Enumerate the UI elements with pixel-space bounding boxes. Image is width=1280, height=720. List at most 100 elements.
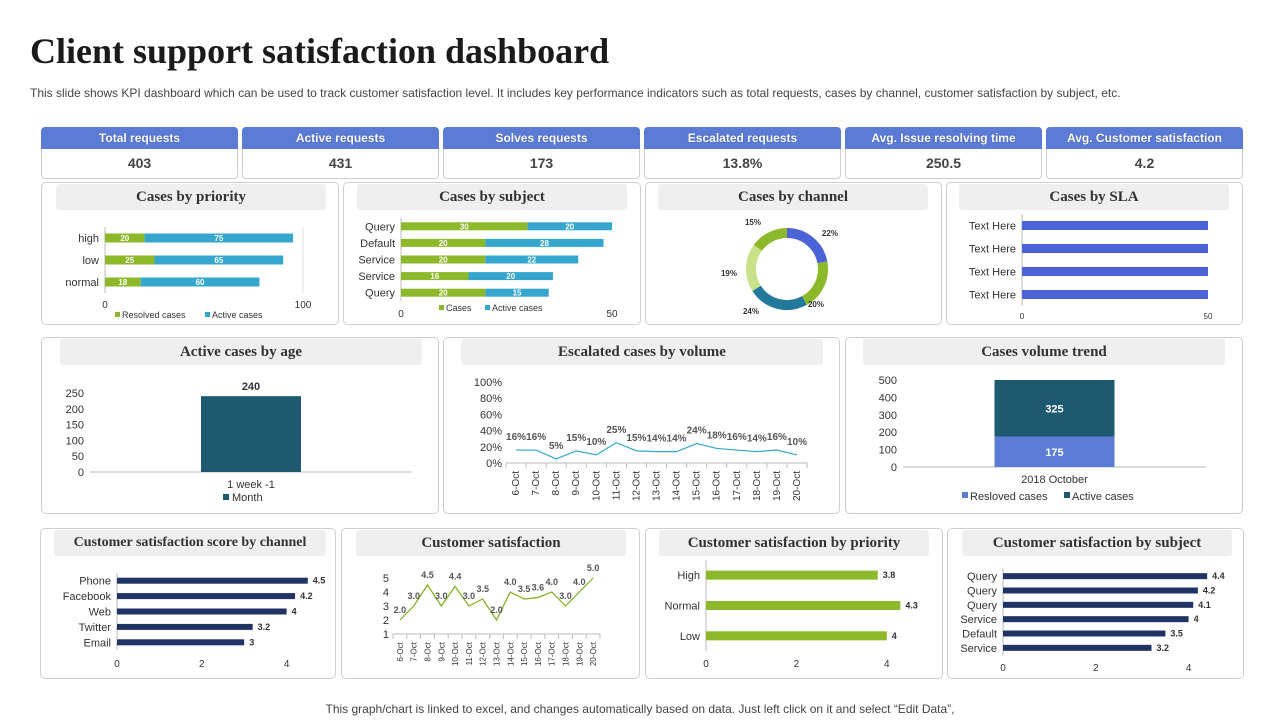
data-label: 4: [892, 631, 897, 641]
chart-cases-by-sla: Text Here Text Here Text Here Text Here 0 50: [969, 214, 1213, 321]
category-label: Query: [365, 221, 395, 233]
kpi-label: Total requests: [41, 127, 238, 149]
y-tick-label: 5: [383, 573, 389, 585]
bar: [144, 233, 294, 243]
chart-satisfaction-by-subject: Query 4.4 Query 4.2 Query 4.1 Service 4 Default 3…: [960, 569, 1225, 674]
y-tick-label: 20%: [480, 442, 502, 454]
chart-escalated-cases-by-volume: 100% 80% 60% 40% 20% 0% 16% 6-Oct 16% 7-Oct 5% 8-Oc…: [474, 377, 808, 501]
y-tick-label: 0: [891, 462, 897, 474]
category-label: Service: [960, 614, 997, 626]
data-label: 3.0: [407, 591, 420, 601]
data-label: 25%: [606, 425, 626, 436]
kpi-avg-satisfaction: Avg. Customer satisfaction 4.2: [1046, 127, 1243, 179]
data-label: 25: [125, 256, 134, 265]
bar: [154, 255, 284, 265]
data-label: 4.1: [1198, 600, 1211, 610]
bar: [485, 255, 579, 264]
y-tick-label: 2: [383, 615, 389, 627]
category-label: Text Here: [969, 290, 1016, 302]
bar: [1022, 221, 1208, 230]
data-label: 4.5: [313, 576, 326, 586]
panel-active-cases-by-age: Active cases by age 250 200 150 100 50 0 240 1 …: [41, 337, 439, 514]
chart-title: Customer satisfaction: [356, 530, 626, 556]
category-label: Text Here: [969, 267, 1016, 279]
kpi-value: 13.8%: [644, 149, 841, 179]
panel-cases-by-sla: Cases by SLA Text Here Text Here Text Here…: [946, 182, 1243, 325]
chart-cases-volume-trend: 500 400 300 200 100 0 175 325 2018 October Reslov…: [879, 375, 1206, 503]
category-label: Query: [967, 571, 997, 583]
x-tick-label: 6-Oct: [511, 471, 522, 496]
y-tick-label: 3: [383, 601, 389, 613]
bar: [527, 222, 612, 231]
data-label: 240: [242, 381, 260, 393]
y-tick-label: 4: [383, 587, 389, 599]
data-label: 20: [565, 222, 574, 231]
data-label: 16%: [526, 432, 546, 443]
x-tick-label: 11-Oct: [611, 471, 622, 500]
footer-note: This graph/chart is linked to excel, and…: [325, 702, 955, 716]
x-tick-label: 15-Oct: [520, 641, 529, 666]
x-tick-label: 17-Oct: [548, 641, 557, 666]
kpi-value: 431: [242, 149, 439, 179]
legend-label: Month: [232, 492, 263, 504]
x-tick-label: 2: [794, 659, 800, 670]
bar: [1003, 630, 1166, 637]
data-label: 22: [527, 256, 536, 265]
x-tick-label: 6-Oct: [396, 641, 405, 661]
category-label: Service: [358, 255, 395, 267]
data-label: 30: [460, 222, 469, 231]
data-label: 4.3: [905, 601, 918, 611]
kpi-avg-resolving-time: Avg. Issue resolving time 250.5: [845, 127, 1042, 179]
category-label: Service: [358, 271, 395, 283]
y-tick-label: 200: [879, 427, 897, 439]
y-tick-label: 100%: [474, 377, 502, 389]
bar: [140, 277, 260, 287]
bar: [401, 222, 528, 231]
chart-cases-by-subject: Query 30 20 Default 20 28 Service 20 22 Service 16…: [358, 218, 618, 320]
x-tick-label: 0: [114, 659, 120, 670]
category-label: Low: [680, 631, 700, 643]
category-label: Default: [962, 629, 997, 641]
data-label: 2.0: [490, 605, 503, 615]
bar: [105, 255, 155, 265]
legend-swatch: [485, 305, 490, 310]
x-tick-label: 1 week -1: [227, 479, 275, 491]
bar: [485, 238, 604, 247]
category-label: Normal: [665, 601, 700, 613]
data-label: 5%: [549, 441, 564, 452]
bar: [468, 272, 553, 281]
bar: [401, 288, 486, 297]
chart-cases-by-channel: 22% 20% 24% 19% 15%: [721, 218, 838, 316]
data-label: 10%: [787, 437, 807, 448]
data-label: 4.5: [421, 570, 434, 580]
data-label: 16: [430, 272, 439, 281]
x-tick-label: 0: [1020, 312, 1025, 321]
legend-label: Resloved cases: [970, 491, 1048, 503]
bar: [1003, 616, 1189, 623]
kpi-value: 4.2: [1046, 149, 1243, 179]
chart-title: Cases by channel: [658, 184, 928, 210]
donut-slice: [746, 244, 763, 291]
data-label: 18: [118, 278, 127, 287]
data-label: 3.5: [476, 584, 489, 594]
data-label: 4.2: [300, 591, 313, 601]
kpi-label: Avg. Customer satisfaction: [1046, 127, 1243, 149]
x-tick-label: 17-Oct: [732, 471, 743, 501]
data-label: 3.0: [435, 591, 448, 601]
chart-title: Customer satisfaction by priority: [659, 530, 929, 556]
x-tick-label: 0: [398, 309, 404, 320]
data-label: 2.0: [394, 605, 407, 615]
y-tick-label: 60%: [480, 409, 502, 421]
bar: [485, 288, 549, 297]
panel-cases-by-priority: Cases by priority high 20 75 low 25 65 normal 1…: [41, 182, 339, 325]
legend-label: Cases: [446, 303, 472, 313]
chart-title: Cases by subject: [357, 184, 627, 210]
category-label: Email: [83, 637, 111, 649]
data-label: 15%: [566, 433, 586, 444]
chart-title: Cases by SLA: [959, 184, 1229, 210]
x-tick-label: 13-Oct: [493, 641, 502, 666]
x-tick-label: 7-Oct: [410, 641, 419, 661]
data-label: 65: [214, 256, 223, 265]
y-tick-label: 50: [72, 451, 84, 463]
data-label: 175: [1045, 447, 1063, 459]
